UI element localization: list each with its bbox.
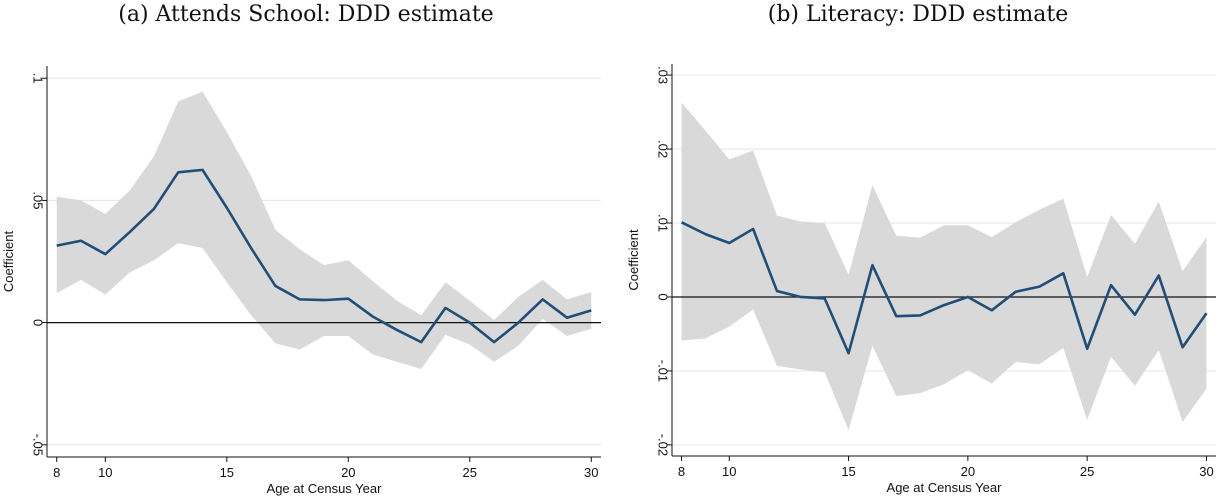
y-tick-label: .02 xyxy=(656,140,671,158)
estimate-line xyxy=(56,168,592,344)
chart-svg-a: -.05 0 .05 .1 8 10 15 20 25 30 Age at Census Year C… xyxy=(1,66,601,496)
x-tick-label: 15 xyxy=(841,464,855,479)
y-tick-label: 0 xyxy=(656,293,671,300)
y-tick-label: .1 xyxy=(31,73,46,84)
y-axis-label: Coefficient xyxy=(626,229,641,291)
chart-panel-b: (b) Literacy: DDD estimate -.02 -.01 0 .01.… xyxy=(612,0,1224,496)
y-tick-label: -.05 xyxy=(31,434,46,456)
chart-svg-b: -.02 -.01 0 .01 .02 .03 8 10 15 20 25 30 Age at Cens… xyxy=(626,64,1216,495)
y-tick-label: .05 xyxy=(31,191,46,209)
x-tick-label: 25 xyxy=(463,465,477,480)
y-tick-label: .01 xyxy=(656,214,671,232)
x-tick-label: 8 xyxy=(53,465,60,480)
y-tick-label: .03 xyxy=(656,66,671,84)
x-axis-label: Age at Census Year xyxy=(887,480,1003,495)
x-tick-label: 30 xyxy=(584,465,598,480)
y-tick-label: -.02 xyxy=(656,434,671,456)
y-axis-label: Coefficient xyxy=(1,231,16,293)
confidence-band xyxy=(681,102,1207,431)
x-axis-label: Age at Census Year xyxy=(267,481,383,496)
x-tick-label: 30 xyxy=(1199,464,1213,479)
estimate-line xyxy=(680,221,1208,355)
x-tick-label: 8 xyxy=(678,464,685,479)
x-tick-label: 15 xyxy=(220,465,234,480)
chart-title-b: (b) Literacy: DDD estimate xyxy=(767,2,1069,27)
x-tick-label: 20 xyxy=(961,464,975,479)
chart-title-a: (a) Attends School: DDD estimate xyxy=(118,2,494,27)
y-tick-label: 0 xyxy=(31,319,46,326)
x-tick-label: 10 xyxy=(722,464,736,479)
x-tick-label: 25 xyxy=(1080,464,1094,479)
x-tick-label: 10 xyxy=(98,465,112,480)
y-tick-label: -.01 xyxy=(656,360,671,382)
confidence-band xyxy=(56,91,592,370)
x-tick-label: 20 xyxy=(341,465,355,480)
chart-panel-a: (a) Attends School: DDD estimate -.05 0 .0… xyxy=(0,0,612,496)
